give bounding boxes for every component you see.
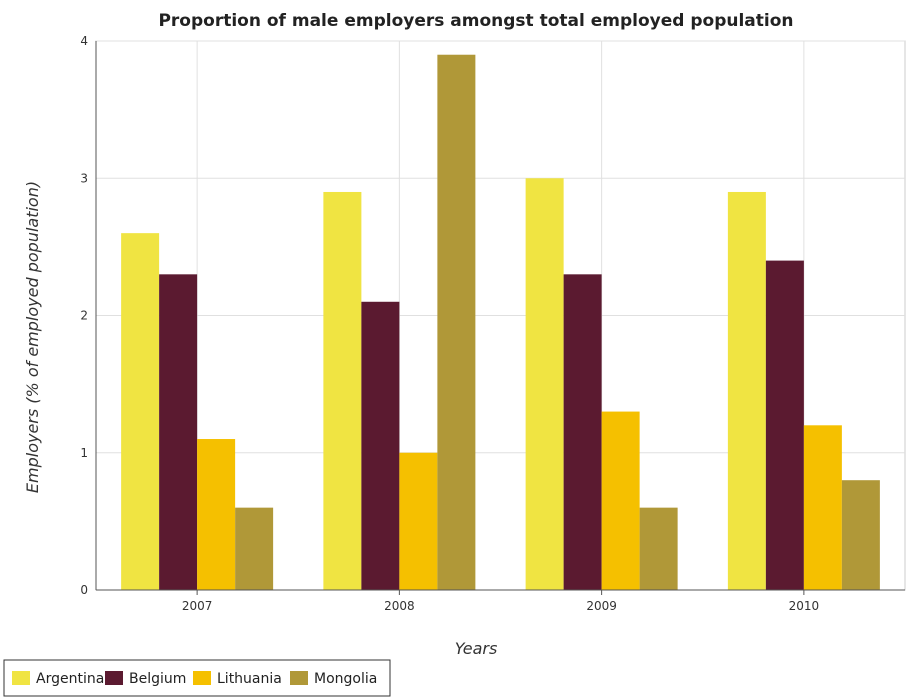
y-tick-label: 1 (80, 446, 88, 460)
legend-swatch-belgium (105, 671, 123, 685)
x-tick-label: 2008 (384, 599, 415, 613)
bar-lithuania-2009 (601, 411, 640, 590)
x-tick-label: 2007 (182, 599, 213, 613)
bar-mongolia-2010 (841, 480, 880, 590)
x-tick-label: 2010 (789, 599, 820, 613)
bar-mongolia-2008 (437, 54, 476, 591)
bar-belgium-2007 (159, 274, 198, 590)
y-tick-label: 4 (80, 34, 88, 48)
legend-label-mongolia: Mongolia (314, 671, 377, 687)
bar-mongolia-2009 (639, 507, 678, 590)
bar-belgium-2008 (361, 301, 400, 590)
y-tick-label: 3 (80, 171, 88, 185)
x-axis-label: Years (455, 639, 498, 658)
bar-belgium-2009 (563, 274, 602, 590)
bar-argentina-2008 (323, 191, 362, 590)
legend-swatch-mongolia (290, 671, 308, 685)
bar-lithuania-2008 (399, 452, 438, 590)
y-tick-label: 0 (80, 583, 88, 597)
bar-argentina-2007 (121, 233, 160, 590)
legend-label-lithuania: Lithuania (217, 671, 282, 687)
bar-belgium-2010 (765, 260, 804, 590)
y-axis-label: Employers (% of employed population) (23, 181, 42, 493)
bar-lithuania-2010 (803, 425, 842, 590)
legend-label-argentina: Argentina (36, 671, 104, 687)
bars (121, 54, 880, 591)
bar-argentina-2009 (525, 178, 564, 590)
y-tick-label: 2 (80, 309, 88, 323)
legend-swatch-lithuania (193, 671, 211, 685)
legend: Argentina Belgium Lithuania Mongolia (3, 659, 391, 697)
axes: 0 1 2 3 4 2007 2008 2009 2010 (80, 34, 905, 613)
legend-label-belgium: Belgium (129, 671, 186, 687)
bar-lithuania-2007 (197, 439, 236, 590)
bar-argentina-2010 (727, 191, 766, 590)
bar-mongolia-2007 (235, 507, 274, 590)
x-tick-label: 2009 (586, 599, 617, 613)
chart-title: Proportion of male employers amongst tot… (158, 11, 793, 31)
legend-swatch-argentina (12, 671, 30, 685)
